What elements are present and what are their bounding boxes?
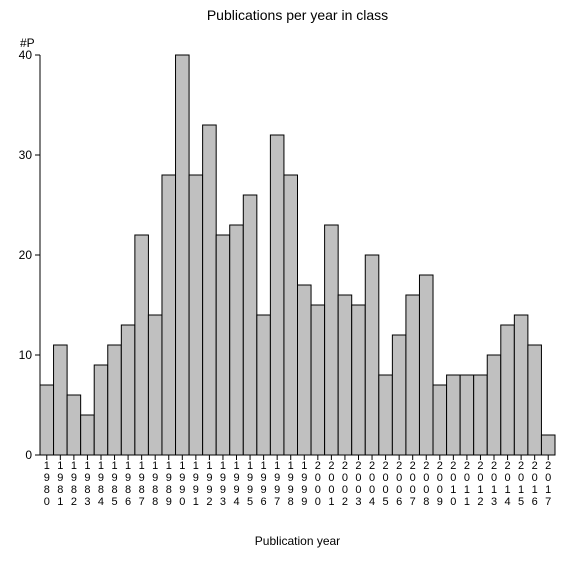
bar bbox=[352, 305, 366, 455]
x-tick-label: 1987 bbox=[139, 460, 145, 508]
x-tick-label: 1990 bbox=[179, 460, 185, 508]
x-tick-label: 2012 bbox=[477, 460, 483, 508]
y-tick-label: 40 bbox=[19, 48, 33, 62]
bar bbox=[108, 345, 122, 455]
x-tick-label: 2011 bbox=[464, 460, 470, 508]
x-tick-label: 1980 bbox=[44, 460, 50, 508]
x-tick-label: 1989 bbox=[166, 460, 172, 508]
bar bbox=[162, 175, 176, 455]
bar bbox=[433, 385, 447, 455]
x-tick-label: 2001 bbox=[328, 460, 334, 508]
bar bbox=[40, 385, 54, 455]
bar bbox=[189, 175, 203, 455]
y-tick-label: 30 bbox=[19, 148, 33, 162]
bar bbox=[447, 375, 461, 455]
x-tick-label: 1998 bbox=[288, 460, 294, 508]
bar bbox=[94, 365, 108, 455]
bar bbox=[298, 285, 312, 455]
x-tick-label: 2014 bbox=[505, 460, 511, 508]
bar bbox=[270, 135, 284, 455]
x-tick-label: 2004 bbox=[369, 460, 375, 508]
chart-container: Publications per year in class#P01020304… bbox=[0, 0, 567, 567]
x-tick-label: 2009 bbox=[437, 460, 443, 508]
x-tick-label: 1982 bbox=[71, 460, 77, 508]
x-tick-label: 2005 bbox=[383, 460, 389, 508]
x-tick-label: 1991 bbox=[193, 460, 199, 508]
x-tick-label: 1995 bbox=[247, 460, 253, 508]
bar bbox=[135, 235, 149, 455]
bar bbox=[406, 295, 420, 455]
x-tick-label: 1986 bbox=[125, 460, 131, 508]
bar bbox=[148, 315, 162, 455]
x-tick-label: 1988 bbox=[152, 460, 158, 508]
x-axis-title: Publication year bbox=[255, 534, 340, 548]
y-tick-label: 0 bbox=[25, 448, 32, 462]
bar bbox=[392, 335, 406, 455]
bar bbox=[216, 235, 230, 455]
x-tick-label: 2016 bbox=[532, 460, 538, 508]
bar bbox=[460, 375, 474, 455]
x-tick-label: 1993 bbox=[220, 460, 226, 508]
x-tick-label: 2008 bbox=[423, 460, 429, 508]
bar bbox=[474, 375, 488, 455]
publications-bar-chart: Publications per year in class#P01020304… bbox=[0, 0, 567, 567]
bar bbox=[487, 355, 501, 455]
bar bbox=[284, 175, 298, 455]
x-tick-label: 2002 bbox=[342, 460, 348, 508]
bar bbox=[121, 325, 135, 455]
bar bbox=[257, 315, 271, 455]
bar bbox=[81, 415, 95, 455]
x-tick-label: 1994 bbox=[233, 460, 239, 508]
bar bbox=[541, 435, 555, 455]
x-tick-label: 1983 bbox=[84, 460, 90, 508]
x-tick-label: 2006 bbox=[396, 460, 402, 508]
x-tick-label: 2003 bbox=[355, 460, 361, 508]
y-tick-label: 10 bbox=[19, 348, 33, 362]
bar bbox=[243, 195, 257, 455]
bar bbox=[338, 295, 352, 455]
bar bbox=[325, 225, 339, 455]
x-tick-label: 2013 bbox=[491, 460, 497, 508]
x-tick-label: 1985 bbox=[111, 460, 117, 508]
x-tick-label: 2017 bbox=[545, 460, 551, 508]
bar bbox=[501, 325, 515, 455]
x-tick-label: 2010 bbox=[450, 460, 456, 508]
x-tick-label: 1996 bbox=[261, 460, 267, 508]
chart-title: Publications per year in class bbox=[207, 7, 388, 23]
bar bbox=[230, 225, 244, 455]
x-tick-label: 2000 bbox=[315, 460, 321, 508]
x-tick-label: 1992 bbox=[206, 460, 212, 508]
x-tick-label: 1997 bbox=[274, 460, 280, 508]
bar bbox=[311, 305, 325, 455]
bar bbox=[67, 395, 81, 455]
bar bbox=[365, 255, 379, 455]
bar bbox=[419, 275, 433, 455]
bar bbox=[514, 315, 528, 455]
x-tick-label: 2015 bbox=[518, 460, 524, 508]
bar bbox=[379, 375, 393, 455]
x-tick-label: 2007 bbox=[410, 460, 416, 508]
y-tick-label: 20 bbox=[19, 248, 33, 262]
x-tick-label: 1984 bbox=[98, 460, 104, 508]
bar bbox=[203, 125, 217, 455]
bar bbox=[528, 345, 542, 455]
bar bbox=[176, 55, 190, 455]
x-tick-label: 1981 bbox=[57, 460, 63, 508]
bar bbox=[54, 345, 68, 455]
x-tick-label: 1999 bbox=[301, 460, 307, 508]
